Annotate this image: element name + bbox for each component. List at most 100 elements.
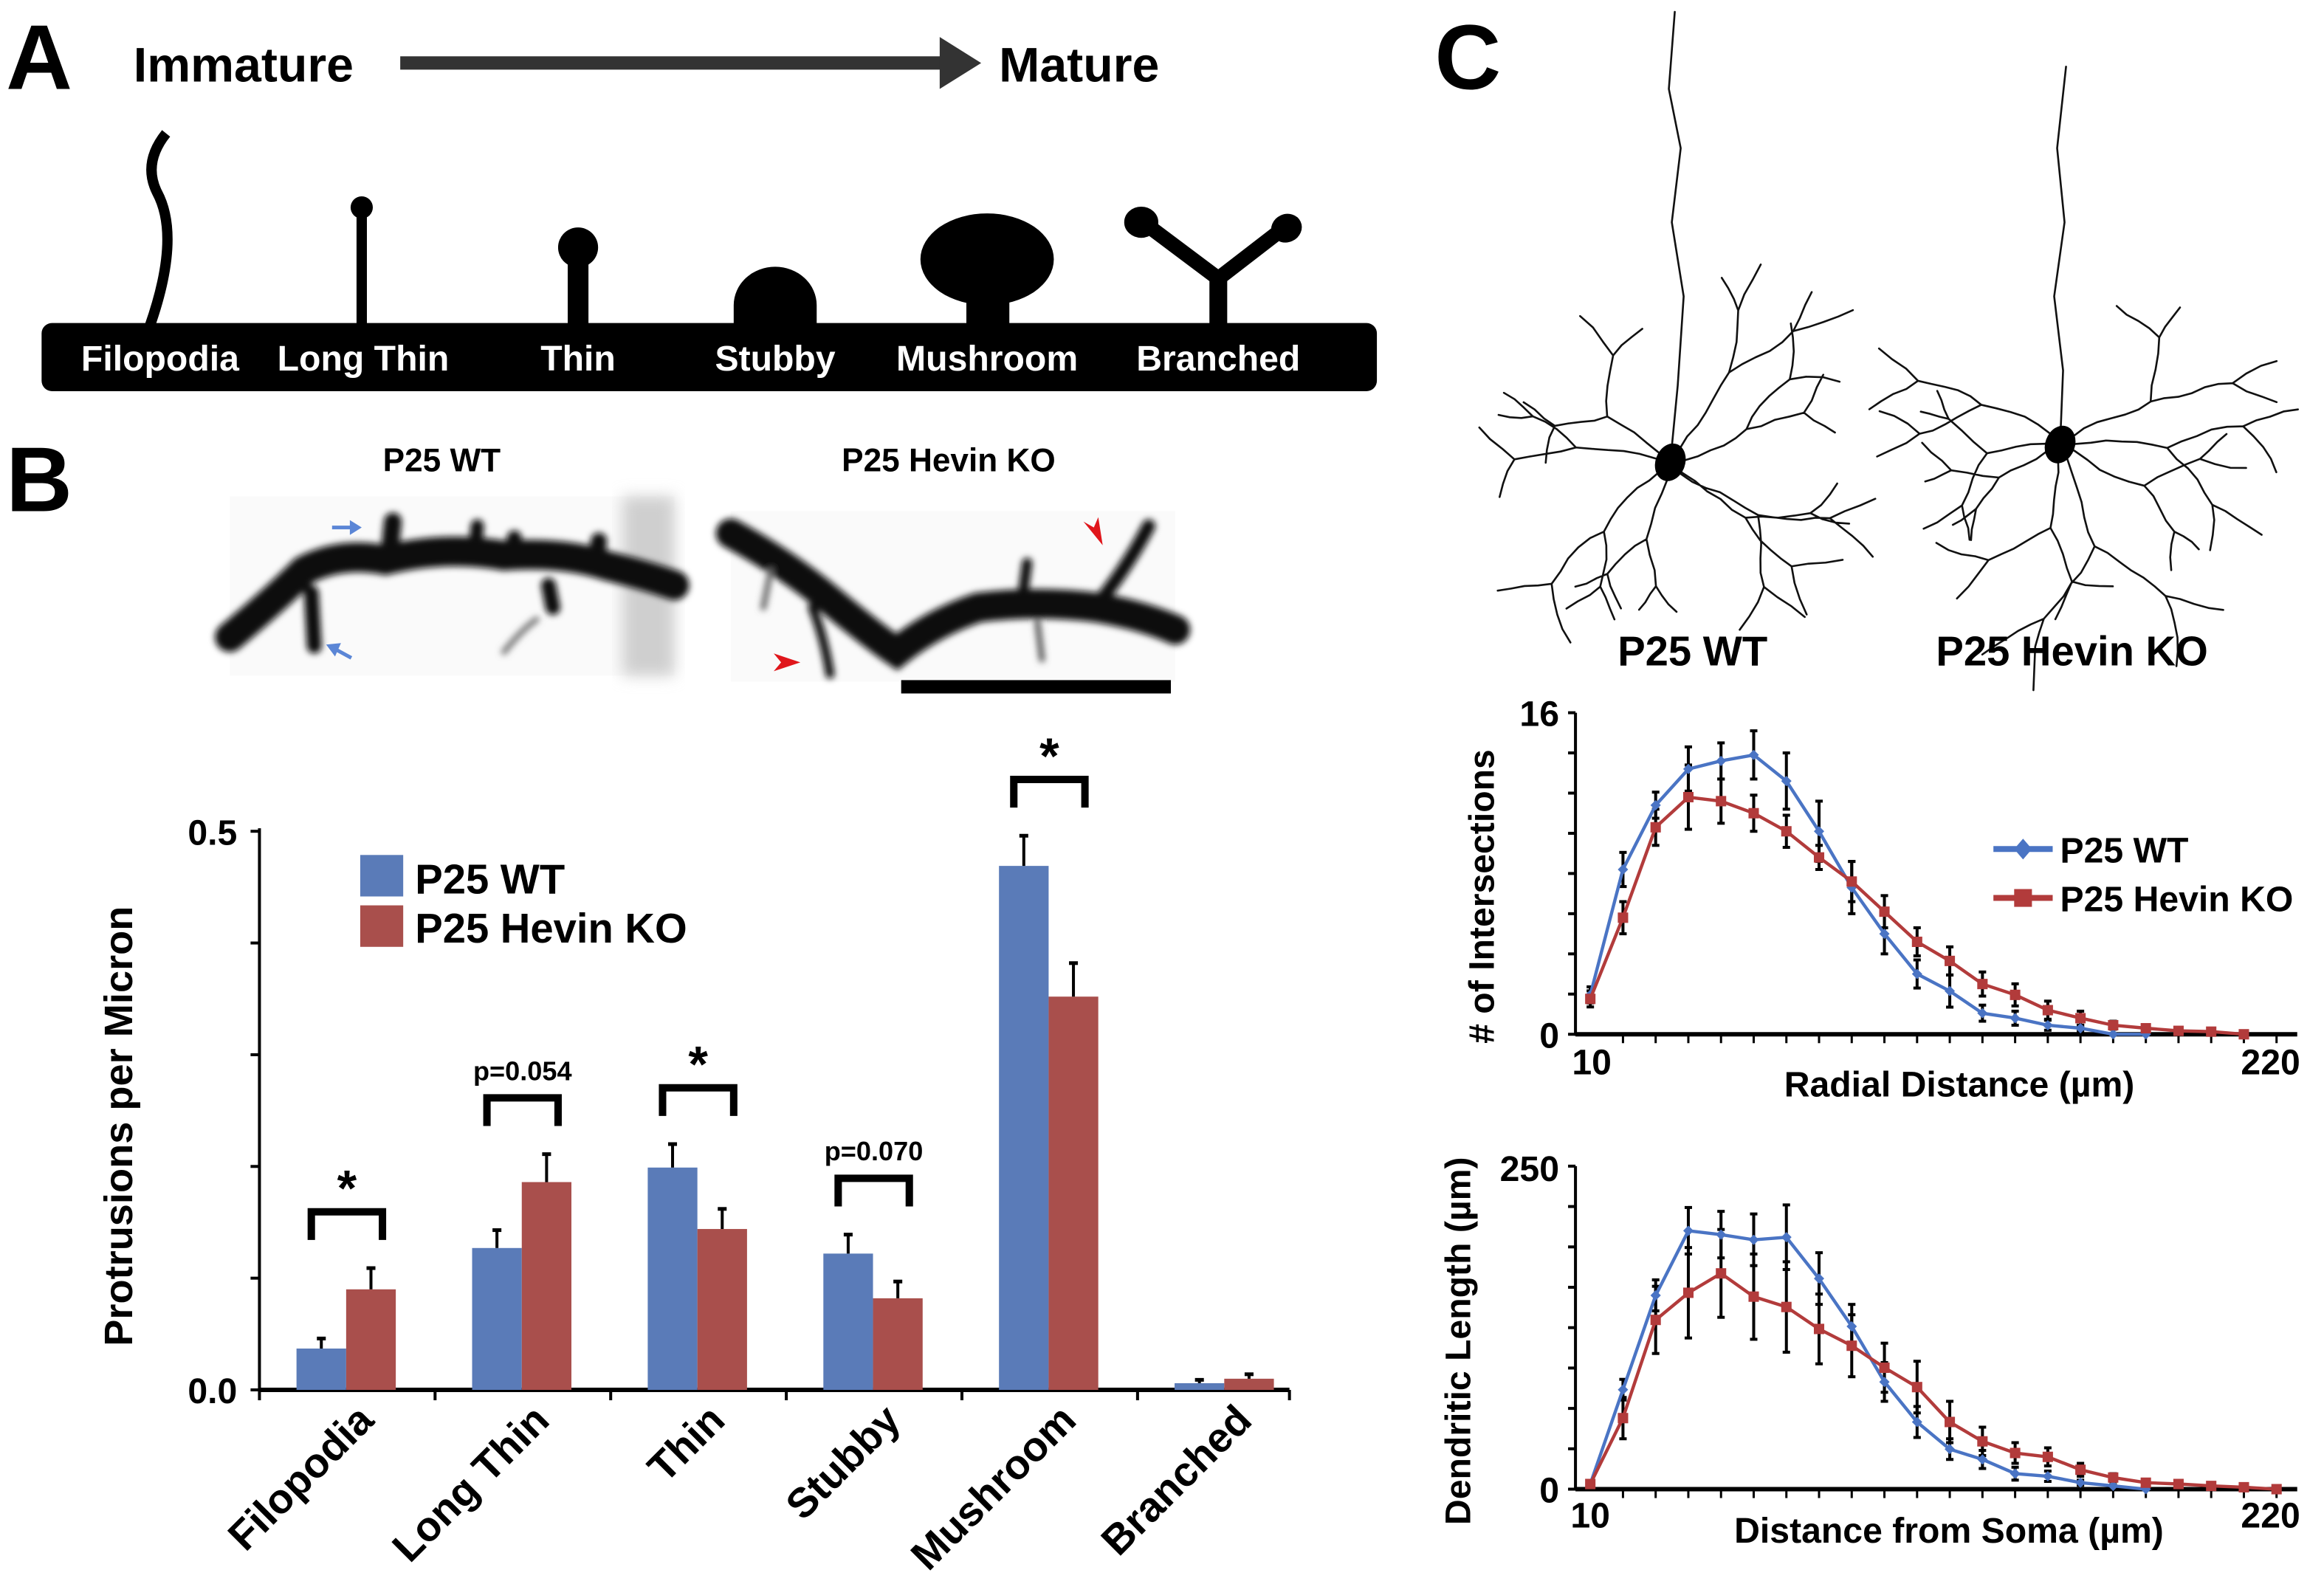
data-point-ko: [2010, 1447, 2021, 1459]
dendritic-length-chart: Dendritic Length (µm) Distance from Soma…: [1439, 1149, 2300, 1551]
long-thin-shape: [350, 196, 374, 326]
data-point-ko: [1585, 994, 1596, 1005]
legend-label: P25 WT: [2060, 830, 2189, 870]
significance-star: *: [337, 1161, 357, 1217]
data-point-ko: [2173, 1025, 2184, 1036]
data-point-ko: [1682, 1287, 1694, 1298]
x-tick-label: 220: [2241, 1496, 2300, 1536]
significance-bracket: [1010, 775, 1089, 808]
data-point-ko: [1977, 979, 1988, 990]
blue-arrow-icon: [331, 520, 362, 535]
data-point-ko: [2140, 1023, 2151, 1034]
bar-wt: [999, 866, 1049, 1391]
neuron-tracing-ko: [1868, 66, 2300, 692]
mushroom-shape: [920, 213, 1054, 326]
y-axis-label: Protrusions per Micron: [97, 906, 141, 1346]
data-point-wt: [1781, 1232, 1792, 1243]
data-point-ko: [2042, 1005, 2053, 1016]
blue-arrow-icon: [326, 643, 353, 660]
neuron-title-ko: P25 Hevin KO: [1936, 627, 2207, 674]
data-point-ko: [1846, 1340, 1857, 1351]
maturation-arrow: [400, 37, 982, 89]
data-point-wt: [1617, 1384, 1629, 1395]
data-point-ko: [1585, 1478, 1596, 1490]
data-point-ko: [1617, 1413, 1629, 1424]
thin-shape: [557, 227, 599, 326]
y-tick-label: 250: [1500, 1149, 1559, 1189]
y-tick-label: 0.5: [188, 813, 237, 853]
micrograph-ko: [715, 511, 1191, 682]
y-tick-label: 16: [1519, 695, 1559, 734]
panel-letter-b: B: [6, 429, 72, 531]
data-point-ko: [2206, 1026, 2217, 1037]
p-value-label: p=0.054: [473, 1056, 572, 1086]
legend-label: P25 Hevin KO: [415, 905, 687, 951]
data-point-ko: [1781, 1301, 1792, 1312]
data-point-ko: [1617, 912, 1629, 923]
data-point-wt: [2108, 1029, 2119, 1040]
spine-label: Thin: [540, 339, 616, 379]
data-point-ko: [2042, 1451, 2053, 1462]
series-line-wt: [1589, 753, 2146, 1036]
y-tick-label: 0.0: [188, 1371, 237, 1411]
neuron-title-wt: P25 WT: [1617, 627, 1767, 674]
data-point-ko: [2238, 1029, 2249, 1040]
data-point-wt: [2010, 1013, 2021, 1024]
data-point-ko: [1911, 936, 1922, 948]
series-line-ko: [1589, 1271, 2277, 1491]
bar-ko: [697, 1229, 747, 1391]
data-point-wt: [2042, 1470, 2053, 1482]
filopodia-shape: [145, 130, 173, 328]
panel-letter-c: C: [1434, 6, 1501, 109]
dendrite-shaft: [41, 323, 1378, 391]
data-point-ko: [2075, 1013, 2086, 1024]
data-point-wt: [1879, 1377, 1890, 1388]
bar-ko: [873, 1298, 923, 1391]
legend-marker-square: [2014, 889, 2032, 907]
data-point-wt: [1846, 1320, 1857, 1332]
immature-label: Immature: [134, 38, 354, 92]
data-point-ko: [1945, 955, 1956, 966]
bar-wt: [823, 1253, 873, 1391]
image-title-ko: P25 Hevin KO: [842, 442, 1056, 478]
bar-wt: [1175, 1382, 1225, 1391]
legend-label: P25 Hevin KO: [2060, 880, 2294, 920]
data-point-ko: [1748, 808, 1759, 819]
data-point-ko: [1846, 876, 1857, 887]
category-label: Long Thin: [383, 1396, 558, 1571]
x-tick-label: 10: [1570, 1496, 1610, 1536]
bar-ko: [521, 1182, 572, 1391]
legend-label: P25 WT: [415, 856, 565, 903]
data-point-ko: [2271, 1484, 2282, 1495]
data-point-ko: [2108, 1019, 2119, 1030]
significance-star: *: [688, 1037, 708, 1093]
data-point-ko: [2075, 1464, 2086, 1475]
bar-chart: Protrusions per Micron 0.5 0.0 P25 WT P2…: [97, 729, 1291, 1579]
legend-swatch-wt: [360, 855, 404, 897]
significance-bracket: [834, 1174, 913, 1207]
data-point-wt: [1650, 1289, 1661, 1301]
data-point-ko: [1748, 1291, 1759, 1302]
bar-ko: [1048, 996, 1099, 1391]
category-label: Thin: [639, 1396, 733, 1490]
data-point-ko: [2140, 1477, 2151, 1488]
spine-label: Long Thin: [278, 339, 450, 379]
soma: [1654, 443, 1686, 481]
soma: [2044, 425, 2076, 464]
scale-bar: [901, 680, 1172, 694]
data-point-wt: [2042, 1019, 2053, 1030]
data-point-ko: [2108, 1472, 2119, 1483]
significance-star: *: [1039, 729, 1059, 785]
data-point-ko: [1716, 1268, 1727, 1279]
data-point-wt: [2108, 1481, 2119, 1492]
category-label: Branched: [1092, 1396, 1260, 1564]
data-point-ko: [1716, 796, 1727, 807]
panel-letter-a: A: [6, 6, 72, 109]
stubby-shape: [733, 266, 817, 326]
data-point-ko: [1682, 791, 1694, 802]
data-point-wt: [1682, 763, 1694, 774]
red-arrowhead-icon: [774, 653, 801, 672]
data-point-wt: [1716, 1229, 1727, 1240]
dendrite: [1478, 10, 1877, 644]
data-point-wt: [1813, 826, 1825, 837]
